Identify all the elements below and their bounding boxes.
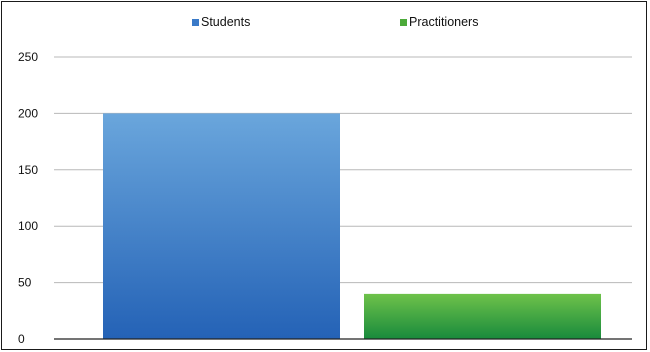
bar-students	[103, 113, 340, 340]
axes: 0 50 100 150 200 250	[18, 50, 632, 346]
bar-practitioners	[364, 293, 601, 339]
legend-swatch-students	[192, 19, 199, 26]
y-tick-label-150: 150	[18, 163, 38, 177]
y-tick-label-200: 200	[18, 106, 38, 120]
legend-label-practitioners: Practitioners	[409, 15, 478, 29]
legend: Students Practitioners	[192, 15, 478, 29]
y-tick-label-0: 0	[18, 332, 25, 346]
legend-label-students: Students	[201, 15, 250, 29]
y-tick-label-250: 250	[18, 50, 38, 64]
bars	[103, 113, 601, 340]
legend-swatch-practitioners	[400, 19, 407, 26]
y-tick-label-50: 50	[18, 276, 32, 290]
y-tick-label-100: 100	[18, 219, 38, 233]
